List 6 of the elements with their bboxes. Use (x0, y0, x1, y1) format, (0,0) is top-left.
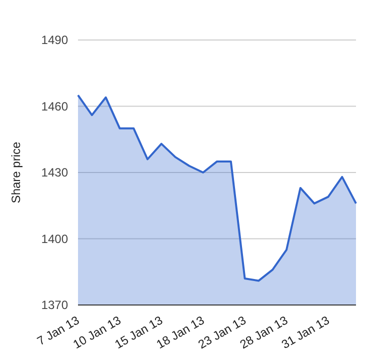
y-tick-label: 1490 (41, 33, 68, 48)
y-tick-label: 1370 (41, 298, 68, 312)
y-tick-label: 1400 (41, 232, 68, 246)
y-tick-label: 1430 (41, 166, 68, 180)
y-tick-label: 1460 (41, 99, 68, 114)
y-axis-title: Share price (9, 141, 23, 204)
